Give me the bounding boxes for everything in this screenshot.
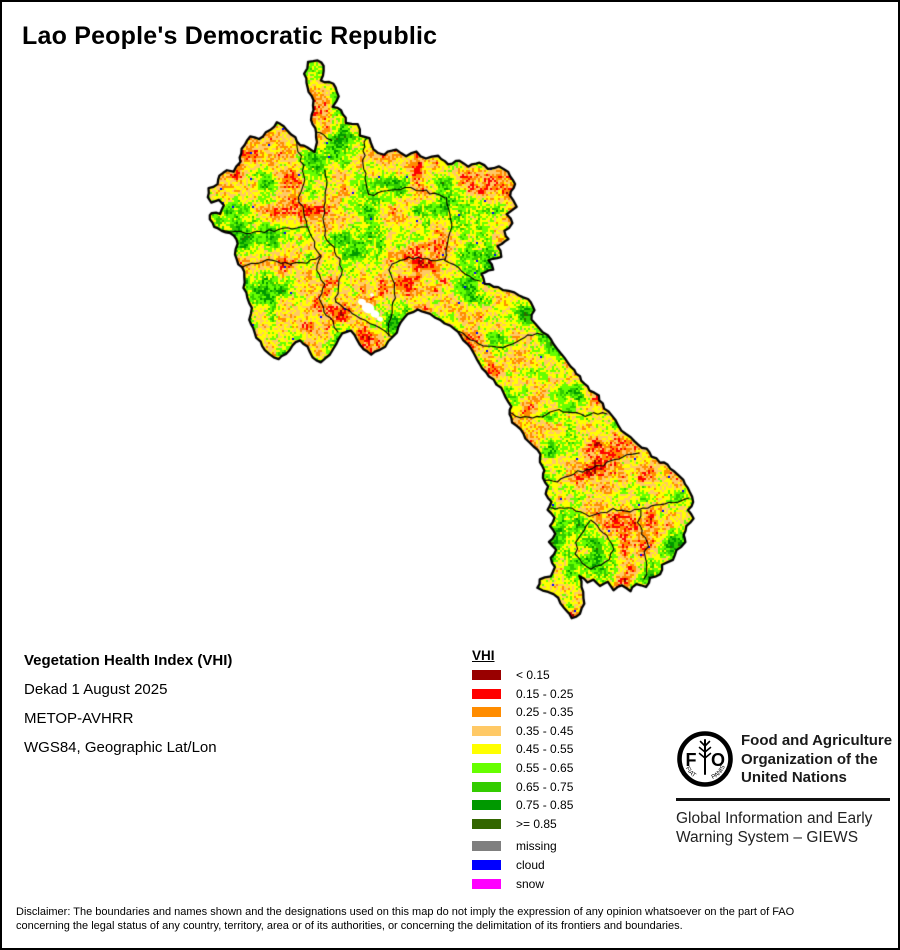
- svg-text:F: F: [686, 750, 697, 770]
- giews-label: Global Information and Early Warning Sys…: [676, 809, 890, 848]
- legend-label: 0.45 - 0.55: [516, 742, 574, 757]
- legend-swatch: [472, 841, 501, 852]
- fao-name: Food and Agriculture Organization of the…: [741, 729, 892, 789]
- disclaimer-line: concerning the legal status of any count…: [16, 920, 683, 932]
- legend-extra-row: cloud: [472, 858, 573, 873]
- legend-swatch: [472, 670, 501, 680]
- fao-name-line: Food and Agriculture: [741, 732, 893, 749]
- legend-label: < 0.15: [516, 668, 550, 682]
- disclaimer-line: Disclaimer: The boundaries and names sho…: [16, 906, 795, 918]
- info-sensor: METOP-AVHRR: [24, 710, 134, 727]
- legend-class-row: 0.25 - 0.35: [472, 705, 574, 720]
- legend-extra-row: snow: [472, 877, 573, 892]
- legend-swatch: [472, 762, 501, 773]
- legend-label: snow: [516, 877, 545, 892]
- info-projection: WGS84, Geographic Lat/Lon: [24, 739, 217, 756]
- legend-class-row: 0.65 - 0.75: [472, 779, 574, 794]
- legend-class-row: < 0.15: [472, 668, 573, 682]
- legend-label: 0.75 - 0.85: [516, 798, 574, 813]
- info-dekad: Dekad 1 August 2025: [24, 681, 168, 698]
- fao-logo-icon: F O FIAT PANIS: [677, 731, 733, 787]
- fao-name-line: Organization of the: [741, 750, 878, 768]
- svg-text:O: O: [711, 750, 725, 770]
- legend-label: missing: [516, 839, 557, 854]
- wheat-ear-icon: [698, 739, 712, 775]
- vhi-legend: VHI < 0.15 0.15 - 0.25 0.25 - 0.35 0.35 …: [472, 648, 573, 898]
- legend-class-row: 0.45 - 0.55: [472, 742, 574, 757]
- legend-label: >= 0.85: [516, 816, 557, 831]
- legend-label: 0.55 - 0.65: [516, 760, 574, 775]
- legend-swatch: [472, 744, 501, 755]
- legend-label: 0.35 - 0.45: [516, 723, 574, 738]
- disclaimer: Disclaimer: The boundaries and names sho…: [16, 905, 892, 933]
- legend-class-row: 0.55 - 0.65: [472, 760, 574, 775]
- map-info-block: Vegetation Health Index (VHI) Dekad 1 Au…: [24, 653, 232, 769]
- laos-vhi-map-canvas: [187, 52, 717, 632]
- page-title: Lao People's Democratic Republic: [22, 22, 438, 50]
- legend-swatch: [472, 707, 501, 718]
- legend-swatch: [472, 688, 501, 699]
- legend-class-row: 0.75 - 0.85: [472, 798, 574, 813]
- legend-title: VHI: [472, 648, 495, 663]
- legend-extra-row: missing: [472, 839, 573, 854]
- legend-swatch: [472, 818, 501, 829]
- legend-swatch: [472, 725, 501, 736]
- legend-label: cloud: [516, 858, 545, 873]
- legend-class-row: 0.35 - 0.45: [472, 723, 574, 738]
- legend-label: 0.65 - 0.75: [516, 779, 574, 794]
- legend-label: 0.25 - 0.35: [516, 705, 574, 720]
- legend-class-row: >= 0.85: [472, 816, 573, 831]
- legend-swatch: [472, 800, 501, 811]
- legend-swatch: [472, 781, 501, 792]
- branding-divider: [676, 798, 890, 801]
- info-product: Vegetation Health Index (VHI): [24, 652, 233, 669]
- legend-swatch: [472, 879, 501, 890]
- legend-swatch: [472, 860, 501, 871]
- giews-line: Warning System – GIEWS: [676, 829, 859, 846]
- giews-line: Global Information and Early: [676, 809, 873, 827]
- legend-label: 0.15 - 0.25: [516, 686, 574, 701]
- legend-class-row: 0.15 - 0.25: [472, 686, 574, 701]
- fao-name-line: United Nations: [741, 769, 847, 786]
- fao-branding-block: F O FIAT PANIS Food and Agriculture Orga…: [676, 729, 892, 848]
